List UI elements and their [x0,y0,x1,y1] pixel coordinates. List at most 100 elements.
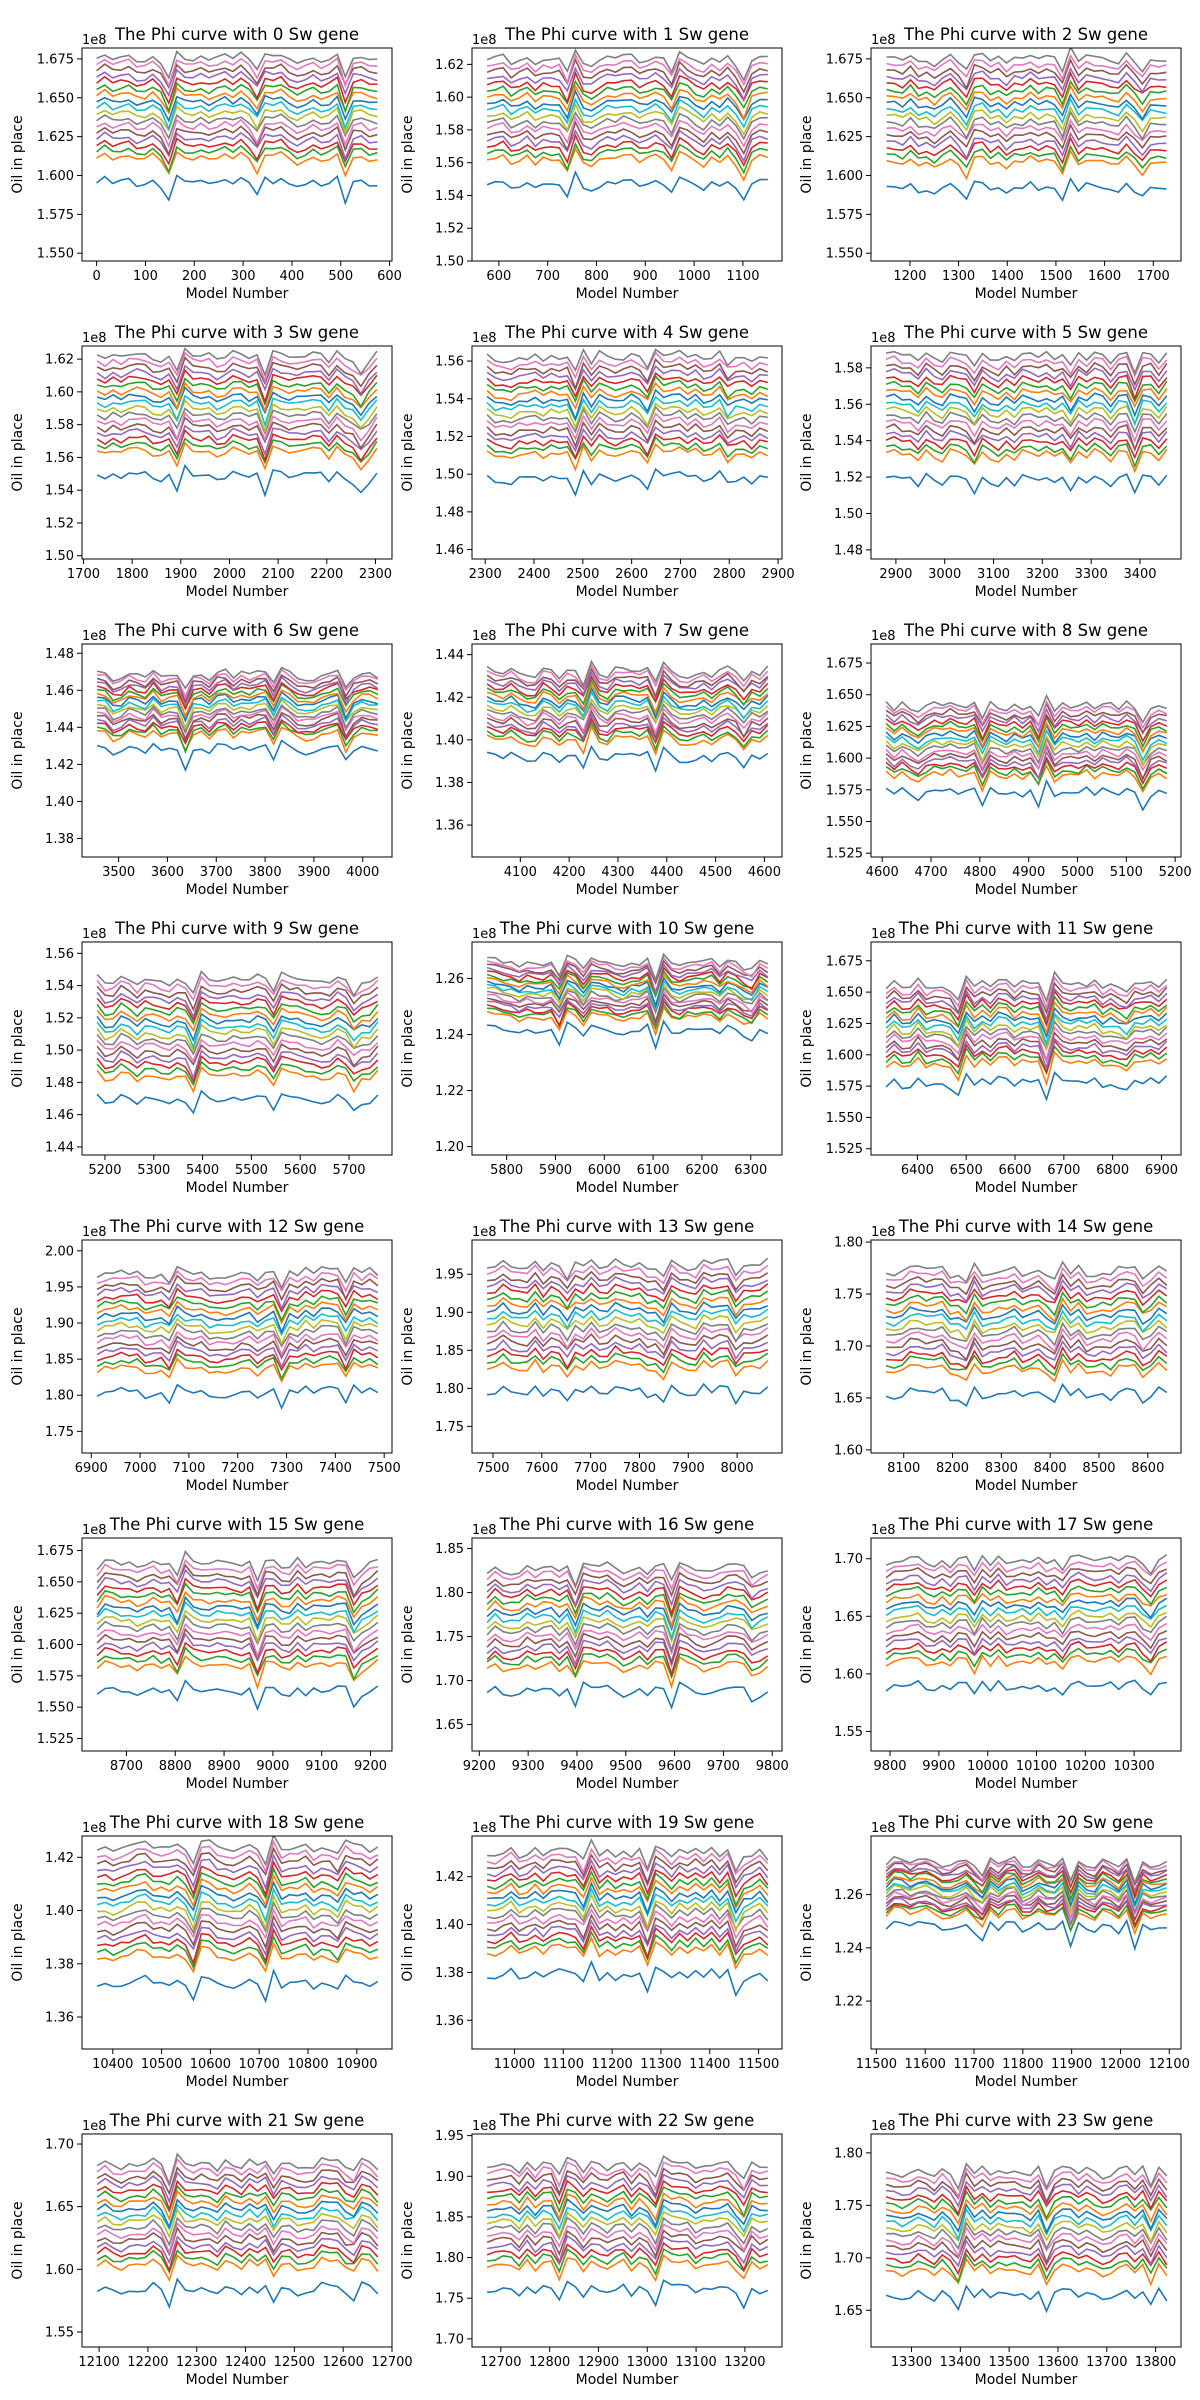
y-tick-label: 1.56 [45,451,74,466]
subplot-gene-1: 600 700 800 900 1000 1100 1.50 1.52 1.54 1.56 1.58… [400,25,783,302]
y-axis-label: Oil in place [10,2201,26,2279]
series-line-9 [486,979,769,1012]
x-tick-label: 10600 [190,2057,231,2072]
series-line-9 [885,1012,1168,1047]
x-tick-label: 1700 [67,567,100,582]
series-line-16 [96,2157,379,2188]
series-group [96,1265,379,1411]
y-axis-label: Oil in place [10,711,26,789]
x-tick-label: 3100 [977,567,1010,582]
y-tick-label: 1.55 [45,2325,74,2340]
series-line-14 [885,707,1168,734]
y-tick-label: 1.56 [435,355,464,370]
series-line-3 [96,137,378,166]
x-tick-label: 100 [133,269,158,284]
series-line-16 [886,53,1167,81]
series-line-16 [885,976,1168,1011]
axes-frame [81,1835,393,2050]
y-tick-label: 1.600 [826,1048,863,1063]
series-line-6 [96,1623,379,1659]
series-line-4 [487,995,769,1028]
series-line-4 [486,712,769,740]
series-line-11 [486,682,769,715]
x-tick-label: 3900 [297,865,330,880]
x-tick-label: 8900 [208,1759,241,1774]
x-tick-label: 1400 [991,269,1024,284]
axes-frame [870,643,1182,858]
series-line-10 [885,2202,1168,2235]
series-line-1 [96,1065,379,1094]
y-tick-label: 1.575 [826,208,863,223]
x-axis-label: Model Number [186,1180,289,1196]
series-line-12 [486,969,769,999]
y-tick-label: 1.65 [834,1610,863,1625]
x-axis-label: Model Number [576,1478,679,1494]
y-tick-label: 1.70 [834,1552,863,1567]
series-line-8 [886,105,1167,134]
series-line-17 [885,350,1168,376]
x-tick-label: 6100 [637,1163,670,1178]
y-tick-label: 1.52 [435,430,464,445]
y-tick-label: 1.95 [435,1268,464,1283]
subplot-gene-21: 12100 12200 12300 12400 12500 12600 12700 1.55 1… [10,2111,413,2388]
series-line-11 [885,1592,1168,1607]
series-line-6 [486,412,769,441]
series-line-0 [885,778,1168,812]
x-tick-label: 4800 [963,865,996,880]
y-tick-label: 1.36 [435,2014,464,2029]
y-tick-label: 2.00 [45,1244,74,1259]
y-tick-label: 1.52 [45,1011,74,1026]
series-line-8 [486,1615,769,1644]
x-tick-label: 7000 [124,1461,157,1476]
subplot-gene-3: 1700 1800 1900 2000 2100 2200 2300 1.50 1.52 1.54… [10,323,393,600]
x-axis-label: Model Number [576,286,679,302]
series-line-5 [96,1627,379,1661]
y-tick-label: 1.80 [834,2146,863,2161]
x-tick-label: 2900 [879,567,912,582]
series-line-14 [486,1276,769,1296]
x-tick-label: 11300 [640,2057,681,2072]
series-line-3 [486,432,768,460]
x-tick-label: 2800 [713,567,746,582]
series-line-17 [885,2162,1168,2191]
x-tick-label: 7600 [525,1461,558,1476]
axes-frame [870,941,1182,1156]
series-line-11 [486,1594,769,1629]
y-scale-label: 1e8 [82,2119,107,2134]
y-tick-label: 1.44 [435,648,464,663]
x-axis-label: Model Number [576,1180,679,1196]
series-line-15 [885,701,1167,735]
series-line-10 [96,2198,379,2230]
series-line-4 [486,426,769,453]
series-line-11 [96,1591,379,1623]
series-line-5 [886,2234,1168,2265]
y-tick-label: 1.44 [45,721,74,736]
y-tick-label: 1.22 [435,1084,464,1099]
series-line-11 [885,1873,1167,1902]
series-line-6 [885,742,1168,772]
series-line-2 [96,1646,379,1682]
y-tick-label: 1.550 [826,247,863,262]
series-line-10 [885,722,1168,753]
y-axis-label: Oil in place [400,413,416,491]
x-tick-label: 5600 [284,1163,317,1178]
y-tick-label: 1.525 [37,1732,74,1747]
series-line-1 [886,2257,1168,2287]
y-tick-label: 1.20 [435,1140,464,1155]
x-axis-label: Model Number [975,2372,1078,2388]
series-line-11 [886,386,1168,409]
series-line-3 [885,1039,1168,1075]
series-line-16 [886,2166,1168,2199]
series-line-11 [96,1873,379,1909]
x-tick-label: 9900 [922,1759,955,1774]
series-line-1 [96,2253,379,2282]
y-tick-label: 1.62 [435,58,464,73]
x-tick-label: 13200 [724,2355,765,2370]
series-group [96,666,379,773]
series-line-10 [486,388,768,422]
series-line-9 [486,690,769,720]
x-tick-label: 8600 [1131,1461,1164,1476]
series-line-14 [486,962,769,996]
series-line-0 [886,177,1167,202]
